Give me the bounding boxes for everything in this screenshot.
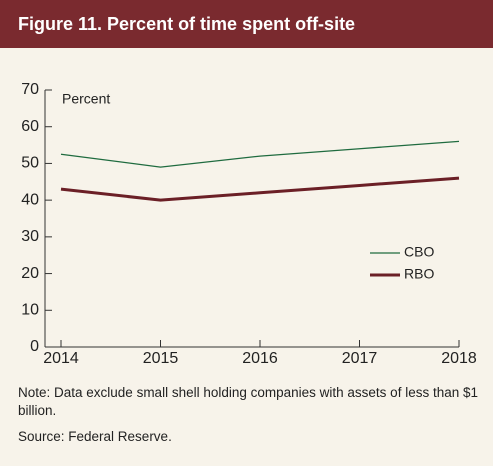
source: Source: Federal Reserve. [18, 429, 172, 444]
y-tick-label: 10 [21, 302, 39, 319]
x-tick-label: 2017 [342, 350, 378, 367]
legend-label: CBO [404, 244, 434, 260]
y-tick-label: 40 [21, 191, 39, 208]
x-tick-label: 2018 [441, 350, 477, 367]
legend-label: RBO [404, 266, 434, 282]
y-axis-label: Percent [62, 91, 110, 107]
line-series [60, 176, 460, 202]
x-tick-label: 2016 [242, 350, 278, 367]
chart: Figure 11. Percent of time spent off-sit… [0, 0, 493, 367]
y-tick-label: 60 [21, 118, 39, 135]
title-bar [0, 0, 493, 48]
x-tick-label: 2015 [143, 350, 179, 367]
chart-title: Figure 11. Percent of time spent off-sit… [18, 14, 355, 34]
y-tick-label: 20 [21, 265, 39, 282]
x-tick-label: 2014 [43, 350, 79, 367]
y-tick-label: 30 [21, 228, 39, 245]
y-tick-label: 50 [21, 155, 39, 172]
line-series [60, 140, 460, 168]
note: Note: Data exclude small shell holding c… [18, 385, 478, 418]
y-tick-label: 70 [21, 81, 39, 98]
y-tick-label: 0 [30, 338, 39, 355]
